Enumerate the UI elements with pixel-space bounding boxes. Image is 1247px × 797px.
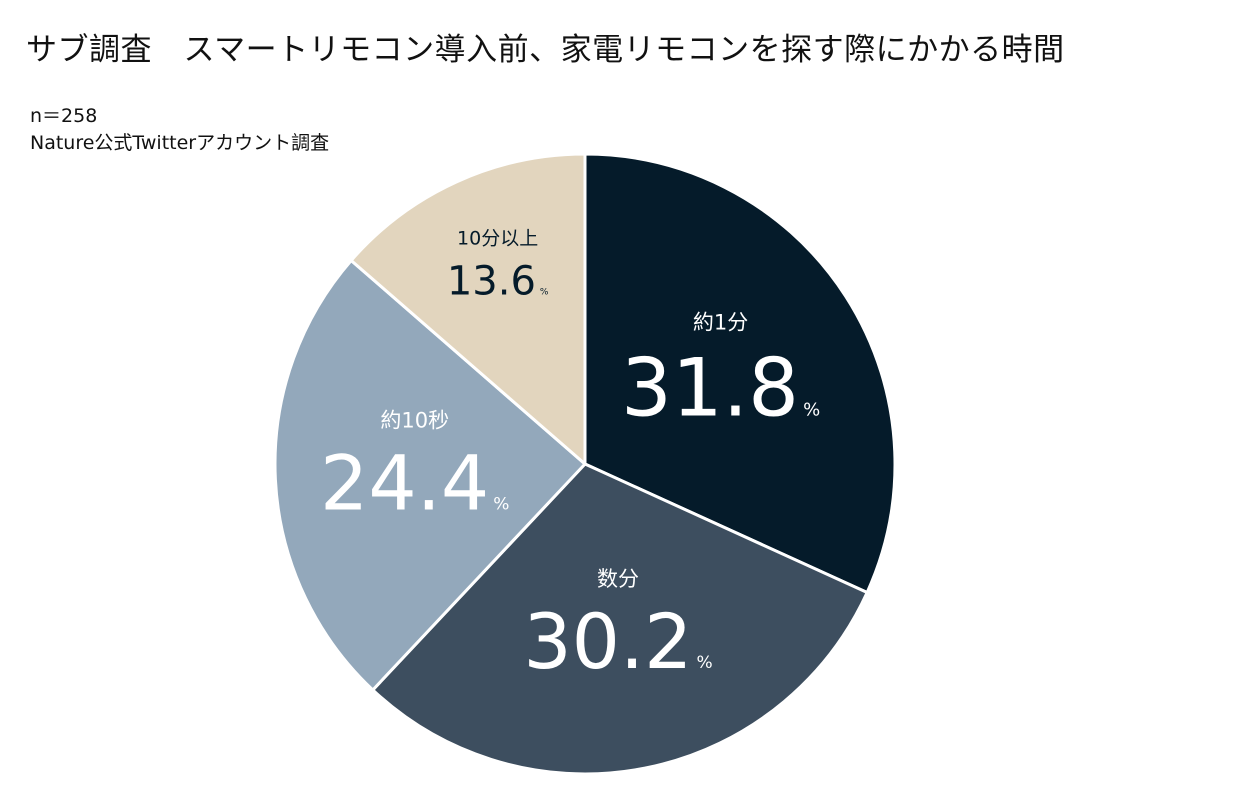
pie-slice — [583, 152, 897, 594]
slice-category-label: 約10秒 — [380, 408, 449, 432]
pie-slice — [349, 152, 587, 466]
pie-labels: 約1分 31.8 % 数分 30.2 % 約10秒 24.4 % 10分以上 13.6% — [320, 228, 820, 687]
pie-slice — [273, 258, 587, 692]
chart-meta: n＝258 Nature公式Twitterアカウント調査 — [30, 103, 329, 157]
slice-value-label: 30.2% — [523, 597, 712, 686]
chart-title: サブ調査 スマートリモコン導入前、家電リモコンを探す際にかかる時間 — [26, 32, 1065, 68]
slice-value-label: 31.8% — [621, 341, 820, 434]
slice-value-label: 13.6% — [447, 259, 549, 305]
slice-category-label: 数分 — [597, 567, 639, 591]
pie-slice — [371, 462, 869, 776]
slice-category-label: 10分以上 — [457, 228, 538, 250]
sample-size: n＝258 — [30, 105, 98, 127]
slice-category-label: 約1分 — [693, 310, 748, 334]
slice-value-label: 24.4% — [320, 438, 509, 527]
pie-slices — [273, 152, 897, 776]
data-source: Nature公式Twitterアカウント調査 — [30, 132, 330, 154]
